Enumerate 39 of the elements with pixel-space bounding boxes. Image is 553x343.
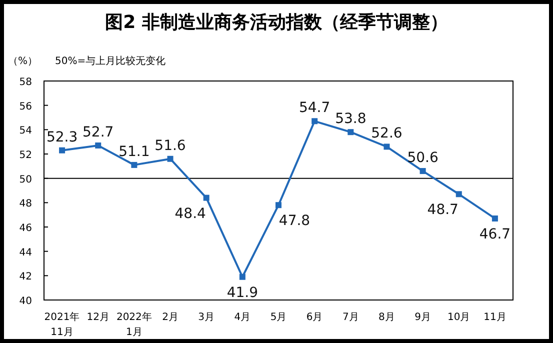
y-tick-label: 50 [19,174,32,186]
y-axis-title: （%） [8,56,38,67]
x-tick-label: 5月 [270,312,287,323]
data-label: 53.8 [335,111,366,128]
y-tick-label: 40 [19,296,32,307]
data-label: 51.6 [154,138,186,154]
data-label: 52.6 [371,126,402,142]
data-label: 54.7 [298,100,330,116]
data-label: 41.9 [226,284,258,301]
x-tick-label: 2月 [162,312,178,323]
x-tick-label: 6月 [306,312,323,323]
y-tick-label: 54 [19,126,32,137]
y-tick-label: 46 [19,223,32,234]
data-label: 50.6 [407,150,438,166]
data-label: 47.8 [278,213,310,230]
x-tick-label: 12月 [86,312,110,323]
data-label: 48.4 [174,206,206,222]
text: 50%=与上月比较无变化 [55,55,166,67]
y-tick-label: 48 [19,198,32,210]
x-tick-label: 4月 [234,312,251,323]
data-label: 48.7 [427,202,458,218]
x-tick-label: 11月 [484,312,506,323]
y-tick-label: 44 [19,247,32,258]
x-tick-label: 2021年 11月 [44,311,80,338]
data-label: 52.7 [82,124,114,140]
chart-title: 图2 非制造业商务活动指数（经季节调整） [105,12,448,33]
x-tick-label: 3月 [198,312,215,323]
x-tick-label: 7月 [342,312,359,323]
y-tick-label: 56 [19,101,32,112]
x-tick-label: 9月 [414,312,431,323]
data-label: 51.1 [118,144,150,160]
data-label: 52.3 [46,129,78,146]
y-tick-label: 42 [19,272,32,283]
data-label: 46.7 [479,226,511,242]
y-tick-label: 58 [19,77,32,88]
x-tick-label: 10月 [448,312,470,323]
x-tick-label: 8月 [378,312,395,323]
x-tick-label: 2022年 1月 [116,311,152,338]
y-tick-label: 52 [19,150,32,161]
